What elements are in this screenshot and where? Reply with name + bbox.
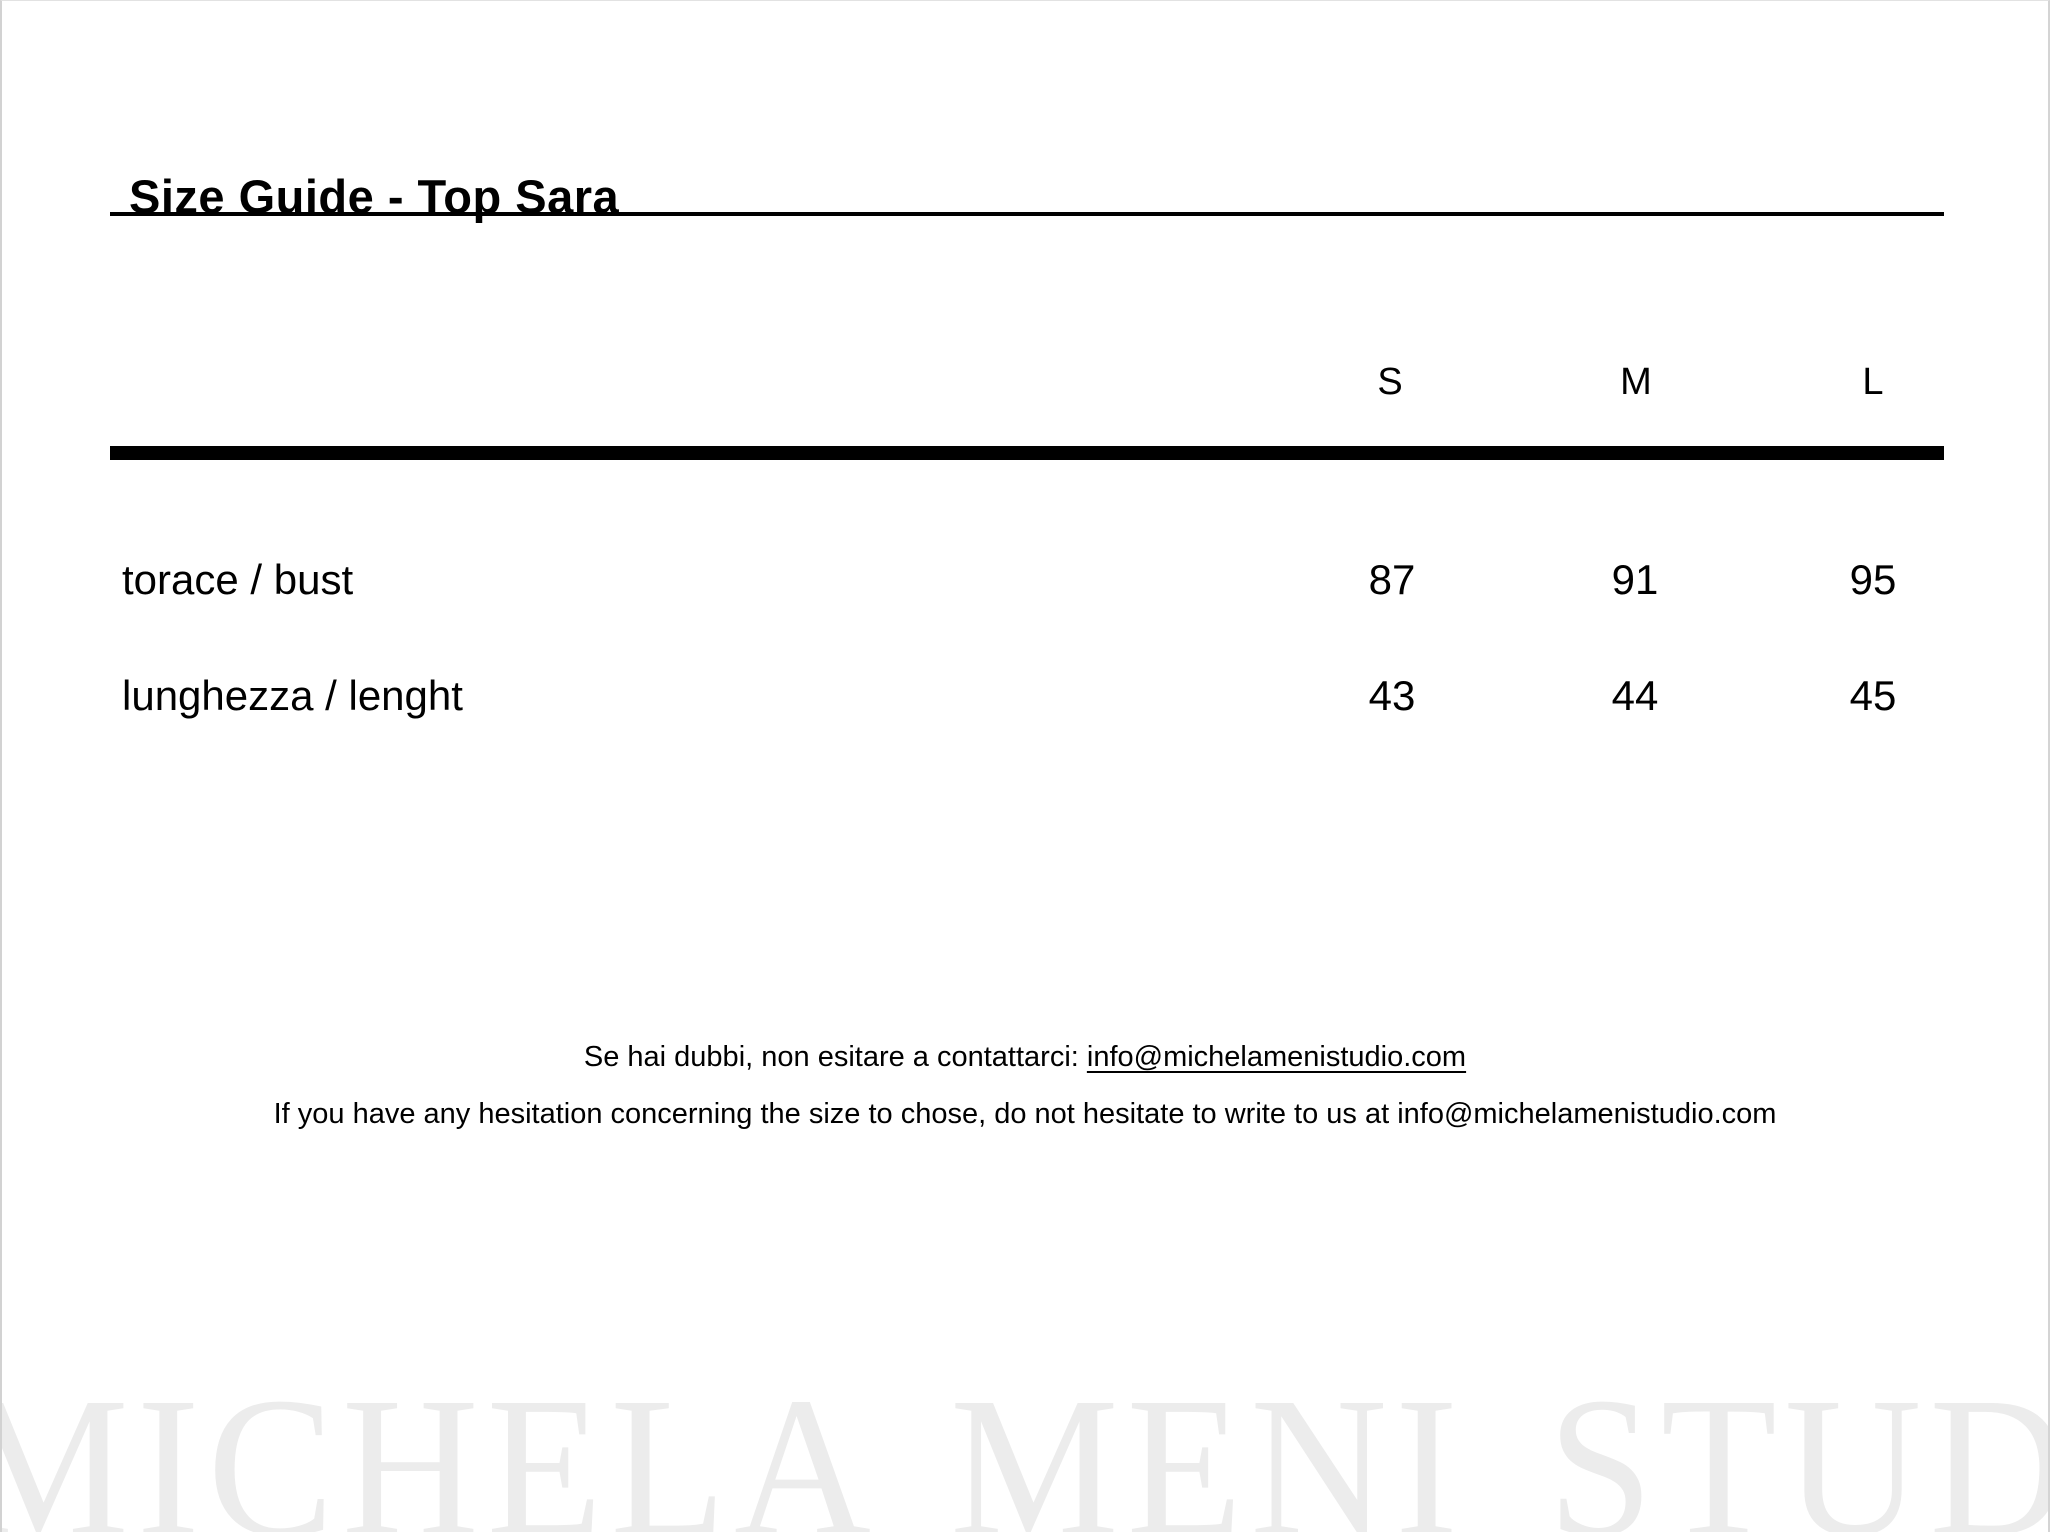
cell-length-l: 45: [1849, 672, 1897, 719]
title-divider: [110, 212, 1944, 216]
cell-bust-l: 95: [1849, 556, 1897, 603]
contact-note-it: Se hai dubbi, non esitare a contattarci:…: [2, 1041, 2048, 1074]
table-row: lunghezza / lenght 43 44 45: [2, 674, 2048, 718]
cell-length-m: 44: [1611, 672, 1659, 719]
contact-note-it-text: Se hai dubbi, non esitare a contattarci:: [583, 1041, 1087, 1073]
table-row: torace / bust 87 91 95: [2, 558, 2048, 602]
row-label-bust: torace / bust: [122, 556, 354, 603]
cell-bust-m: 91: [1611, 556, 1659, 603]
table-header-divider: [110, 446, 1944, 460]
column-header-s: S: [1377, 361, 1403, 403]
row-label-length: lunghezza / lenght: [122, 672, 463, 719]
cell-length-s: 43: [1368, 672, 1416, 719]
column-header-m: M: [1620, 361, 1652, 403]
brand-watermark: MICHELA MENI STUDIO: [0, 1357, 2048, 1532]
cell-bust-s: 87: [1368, 556, 1416, 603]
contact-note-en: If you have any hesitation concerning th…: [273, 1098, 1777, 1130]
email-link[interactable]: info@michelamenistudio.com: [1086, 1041, 1467, 1073]
column-header-l: L: [1862, 361, 1884, 403]
